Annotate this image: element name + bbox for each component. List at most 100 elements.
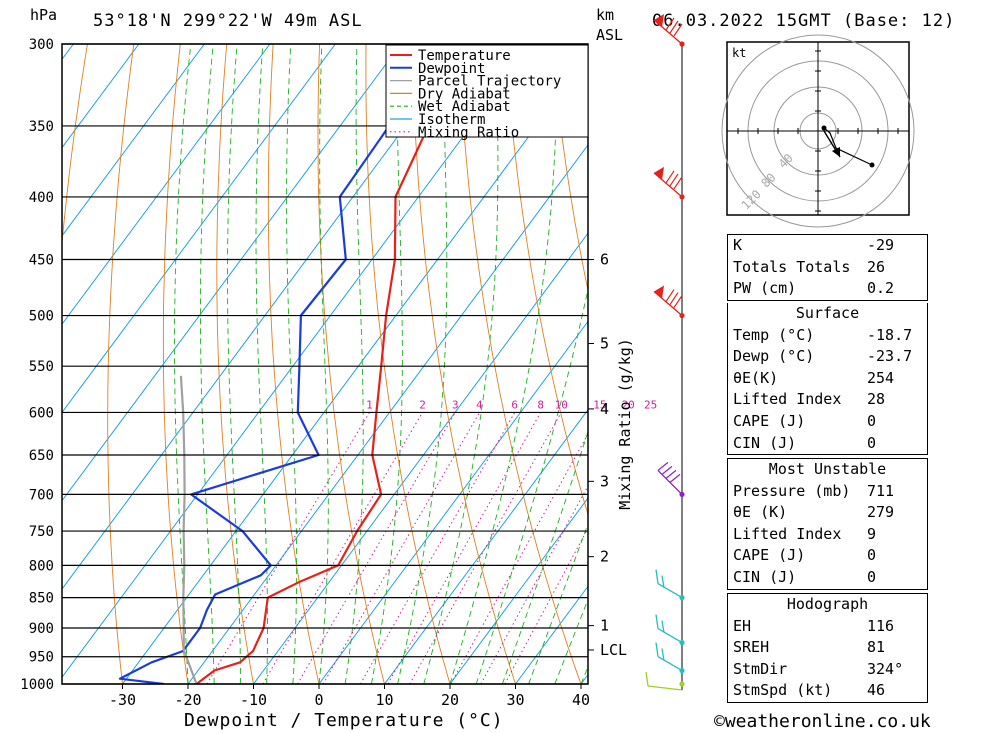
wet-adiabat-line: [174, 44, 192, 684]
km-tick-label: 2: [600, 548, 609, 566]
surface-title: Surface: [795, 304, 860, 322]
isotherm-line: [62, 44, 336, 414]
pressure-tick-label: 450: [29, 253, 54, 269]
wet-adiabat-line: [255, 44, 268, 684]
x-tick-label: -30: [109, 691, 136, 709]
legend-label: Dry Adiabat: [418, 86, 511, 102]
dry-adiabat-line: [267, 44, 320, 684]
wind-barb: [653, 166, 683, 198]
isotherm-line: [62, 44, 205, 237]
km-tick-label: 4: [600, 400, 609, 418]
dry-adiabat-line: [923, 44, 1000, 684]
wind-barb: [655, 569, 683, 599]
km-tick-label: LCL: [600, 641, 627, 659]
pressure-tick-label: 750: [29, 524, 54, 540]
hodo-row: SREH 81: [733, 638, 886, 657]
most-unstable-table: Most Unstable Pressure (mb) 711 θE (K) 279…: [727, 458, 928, 590]
pressure-tick-label: 1000: [20, 677, 54, 693]
hodograph-title: Hodograph: [786, 595, 869, 613]
legend-label: Mixing Ratio: [418, 125, 519, 141]
dry-adiabat-line: [317, 44, 385, 684]
legend-label: Wet Adiabat: [418, 99, 511, 115]
isotherm-line: [62, 44, 402, 502]
surface-table: Surface Temp (°C) -18.7 Dewp (°C) -23.7 θE…: [727, 303, 928, 456]
mu-row: CAPE (J) 0: [733, 546, 877, 565]
dry-adiabat-line: [62, 44, 88, 248]
isotherm-line: [122, 55, 588, 684]
dry-adiabat-line: [551, 44, 588, 293]
index-row-pw: PW (cm) 0.2: [733, 279, 895, 298]
mixing-ratio-line: [206, 412, 370, 684]
index-row-k: K -29: [733, 236, 895, 254]
x-tick-label: -10: [240, 691, 267, 709]
x-tick-label: 20: [441, 691, 459, 709]
surface-row: CIN (J) 0: [733, 433, 877, 452]
isotherm-line: [318, 320, 588, 684]
plot-frame: [61, 43, 589, 685]
mu-row: θE (K) 279: [733, 503, 895, 522]
wind-barb: [645, 671, 683, 691]
pressure-tick-label: 550: [29, 359, 54, 375]
km-tick-label: 3: [600, 472, 609, 490]
surface-row: Dewp (°C) -23.7: [733, 347, 913, 366]
wind-barb: [655, 614, 683, 644]
wet-adiabat-line: [370, 44, 403, 684]
legend-label: Dewpoint: [418, 61, 485, 77]
km-tick-label: 1: [600, 617, 609, 635]
legend-label: Isotherm: [418, 112, 485, 128]
hodograph-ring: [721, 34, 915, 228]
asl-label: ASL: [596, 26, 624, 44]
mu-row: Lifted Index 9: [733, 524, 877, 543]
mixing-ratio-label: 25: [644, 398, 657, 411]
x-axis-title: Dewpoint / Temperature (°C): [184, 710, 504, 731]
wind-barb: [657, 461, 683, 495]
mixing-ratio-label: 15: [593, 398, 606, 411]
wind-barb: [655, 642, 683, 672]
pressure-tick-label: 350: [29, 119, 54, 135]
wind-barb: [653, 14, 683, 45]
pressure-tick-label: 850: [29, 591, 54, 607]
mixing-ratio-label: 2: [419, 398, 426, 411]
hodograph-unit: kt: [732, 46, 746, 60]
wet-adiabat-line: [528, 522, 588, 684]
mixing-ratio-line: [322, 412, 480, 684]
isotherm-line: [62, 44, 271, 326]
dry-adiabat-line: [970, 44, 1000, 684]
km-tick-label: 6: [600, 251, 609, 269]
wet-adiabat-line: [318, 44, 329, 684]
surface-row: CAPE (J) 0: [733, 411, 877, 430]
pressure-tick-label: 900: [29, 621, 54, 637]
hodograph-point: [821, 125, 827, 131]
wet-adiabat-line: [554, 598, 588, 684]
datetime-title: 06.03.2022 15GMT (Base: 12): [652, 11, 956, 31]
most-unstable-title: Most Unstable: [768, 460, 887, 478]
surface-row: Temp (°C) -18.7: [733, 325, 913, 344]
mixing-ratio-label: 8: [537, 398, 544, 411]
pressure-tick-label: 300: [29, 37, 54, 53]
dry-adiabat-line: [107, 44, 135, 684]
surface-row: θE(K) 254: [733, 368, 895, 387]
mixing-ratio-label: 20: [622, 398, 635, 411]
credit-link[interactable]: ©weatheronline.co.uk: [714, 711, 931, 732]
x-tick-label: 10: [375, 691, 393, 709]
parcel-trajectory-line: [179, 375, 198, 684]
x-tick-label: 0: [314, 691, 323, 709]
mixing-ratio-line: [262, 412, 423, 684]
hodograph-table: Hodograph EH 116 SREH 81 StmDir 324° StmSpd…: [727, 593, 928, 703]
isotherm-line: [62, 44, 533, 679]
mixing-ratio-line: [480, 485, 588, 684]
legend-label: Parcel Trajectory: [418, 74, 561, 90]
mixing-ratio-line: [297, 412, 456, 684]
km-tick-label: 5: [600, 334, 609, 352]
km-label: km: [596, 6, 615, 24]
pressure-tick-label: 400: [29, 190, 54, 206]
pressure-tick-label: 800: [29, 558, 54, 574]
pressure-tick-label: 950: [29, 650, 54, 666]
indices-table: K -29 Totals Totals 26 PW (cm) 0.2: [727, 234, 928, 301]
dry-adiabat-line: [216, 44, 254, 684]
mixing-ratio-axis-label: Mixing Ratio (g/kg): [616, 338, 634, 510]
mu-row: Pressure (mb) 711: [733, 481, 895, 500]
